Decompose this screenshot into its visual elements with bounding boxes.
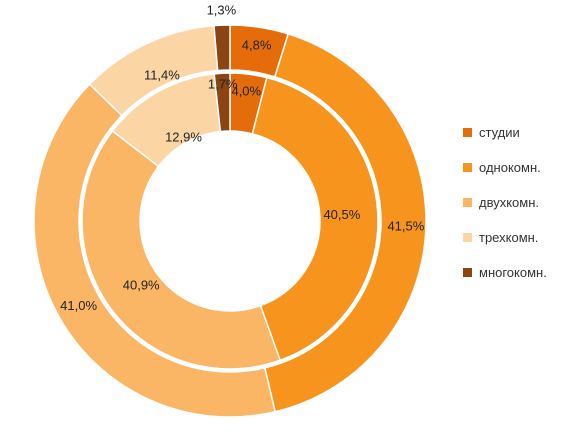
inner-ring-slice-two-room <box>81 129 282 370</box>
outer-ring-label-studios: 4,8% <box>242 37 272 52</box>
outer-ring-slice-two-room <box>33 83 277 418</box>
legend-label: многокомн. <box>479 265 547 280</box>
inner-ring-label-one-room: 40,5% <box>323 207 360 222</box>
inner-ring-label-multi-room: 1,7% <box>208 77 238 92</box>
legend-item-one-room: однокомн. <box>463 150 582 185</box>
inner-ring-label-three-room: 12,9% <box>165 130 202 145</box>
inner-ring-label-studios: 4,0% <box>231 83 261 98</box>
inner-ring-label-two-room: 40,9% <box>123 277 160 292</box>
data-labels-group: 4,8% 41,5% 41,0% 11,4% 1,3% 4,0% 40,5% 40,9% 12,… <box>60 3 425 314</box>
legend-label: однокомн. <box>479 160 541 175</box>
legend-swatch <box>463 163 472 172</box>
legend-swatch <box>463 233 472 242</box>
outer-ring-label-two-room: 41,0% <box>60 298 97 313</box>
legend: студии однокомн. двухкомн. трехкомн. мно… <box>463 115 582 290</box>
legend-label: студии <box>479 125 520 140</box>
inner-ring-slice-multi-room <box>213 72 231 133</box>
legend-label: трехкомн. <box>479 230 539 245</box>
outer-ring-label-one-room: 41,5% <box>387 219 424 234</box>
legend-swatch <box>463 268 472 277</box>
outer-ring-slice-multi-room <box>213 24 231 72</box>
legend-item-three-room: трехкомн. <box>463 220 582 255</box>
legend-swatch <box>463 128 472 137</box>
outer-ring-label-three-room: 11,4% <box>144 68 180 83</box>
outer-ring-slice-one-room <box>263 32 427 413</box>
outer-ring-label-multi-room: 1,3% <box>207 3 237 18</box>
legend-item-studios: студии <box>463 115 582 150</box>
legend-swatch <box>463 198 472 207</box>
legend-item-multi-room: многокомн. <box>463 255 582 290</box>
inner-ring-slice-one-room <box>251 76 379 362</box>
slices-group <box>33 24 427 418</box>
legend-item-two-room: двухкомн. <box>463 185 582 220</box>
legend-label: двухкомн. <box>479 195 539 210</box>
